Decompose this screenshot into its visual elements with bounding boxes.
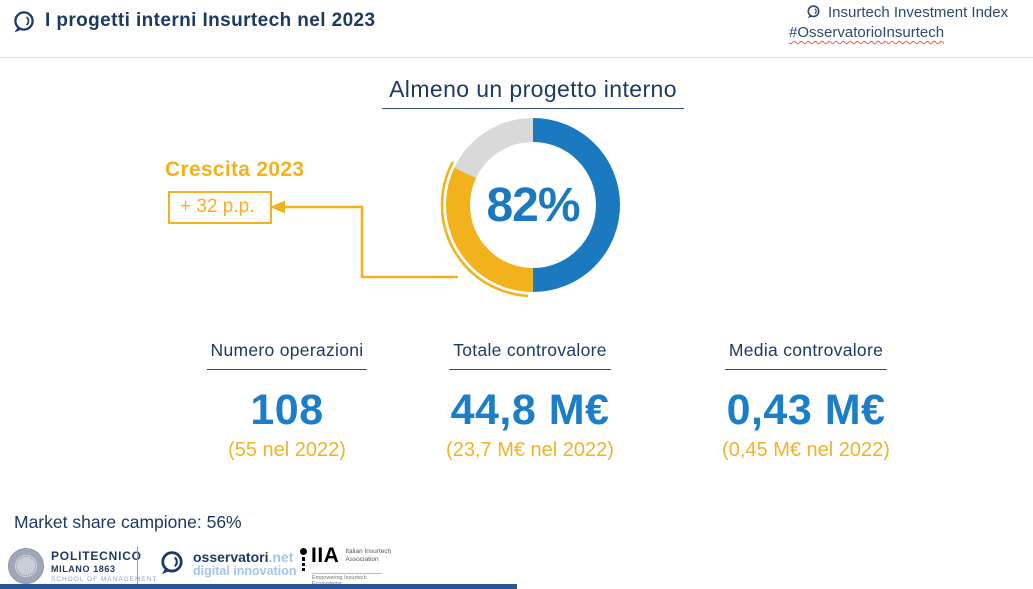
iia-dots-icon <box>300 547 307 571</box>
iia-acronym: IIA <box>311 544 340 567</box>
stat-previous-year: (55 nel 2022) <box>228 439 346 461</box>
stat-totale-controvalore: Totale controvalore 44,8 M€ (23,7 M€ nel… <box>370 340 690 462</box>
growth-value-box: + 32 p.p. <box>168 191 273 224</box>
header-brand-block: Insurtech Investment Index #Osservatorio… <box>789 4 1021 41</box>
stat-previous-year: (23,7 M€ nel 2022) <box>446 439 614 461</box>
page-title: I progetti interni Insurtech nel 2023 <box>45 10 376 31</box>
iia-tagline: Empowering Insurtech Ecosystems <box>312 572 382 587</box>
growth-label: Crescita 2023 <box>165 158 305 181</box>
osservatori-tld: .net <box>268 549 294 566</box>
stat-value: 0,43 M€ <box>726 386 886 434</box>
stat-label: Numero operazioni <box>206 340 368 370</box>
polimi-name: POLITECNICO <box>51 549 142 563</box>
brand-line: Insurtech Investment Index <box>828 4 1009 21</box>
iia-logo: IIA Italian Insurtech Association Empowe… <box>300 544 392 587</box>
stat-value: 44,8 M€ <box>450 386 610 434</box>
osservatori-tagline: digital innovation <box>193 563 297 578</box>
stat-value: 108 <box>250 386 324 434</box>
progress-bar-fill <box>0 584 517 589</box>
politecnico-seal-icon <box>8 548 44 584</box>
polimi-city-year: MILANO 1863 <box>51 564 116 574</box>
stat-label: Media controvalore <box>724 340 888 370</box>
arrowhead-icon <box>270 200 285 214</box>
politecnico-milano-logo: POLITECNICO MILANO 1863 SCHOOL OF MANAGE… <box>8 548 157 584</box>
stat-label: Totale controvalore <box>449 340 611 370</box>
growth-halo-arc <box>440 112 626 298</box>
osservatori-bubble-magnifier-icon <box>10 9 38 37</box>
hashtag: #OsservatorioInsurtech <box>789 24 945 41</box>
progress-bar[interactable] <box>0 584 1033 589</box>
growth-arrow <box>270 200 458 279</box>
osservatori-name: osservatori <box>193 549 269 566</box>
donut-chart <box>440 112 626 298</box>
donut-blue-segment <box>446 118 620 292</box>
stat-previous-year: (0,45 M€ nel 2022) <box>722 439 890 461</box>
header-divider <box>0 57 1033 58</box>
polimi-school: SCHOOL OF MANAGEMENT <box>51 576 158 583</box>
osservatori-magnifier-icon <box>161 551 183 575</box>
chart-title: Almeno un progetto interno <box>382 76 684 109</box>
donut-yellow-segment <box>446 118 620 292</box>
logo-divider <box>137 546 138 584</box>
osservatori-bubble-magnifier-icon-small <box>807 5 820 19</box>
iia-name: Italian Insurtech Association <box>345 548 392 564</box>
osservatori-logo: osservatori.net digital innovation <box>157 549 296 579</box>
stat-media-controvalore: Media controvalore 0,43 M€ (0,45 M€ nel … <box>646 340 966 462</box>
logos-row: POLITECNICO MILANO 1863 SCHOOL OF MANAGE… <box>0 544 1033 587</box>
stat-numero-operazioni: Numero operazioni 108 (55 nel 2022) <box>127 340 447 462</box>
market-share-note: Market share campione: 56% <box>14 512 242 532</box>
donut-center-value: 82% <box>486 178 580 232</box>
